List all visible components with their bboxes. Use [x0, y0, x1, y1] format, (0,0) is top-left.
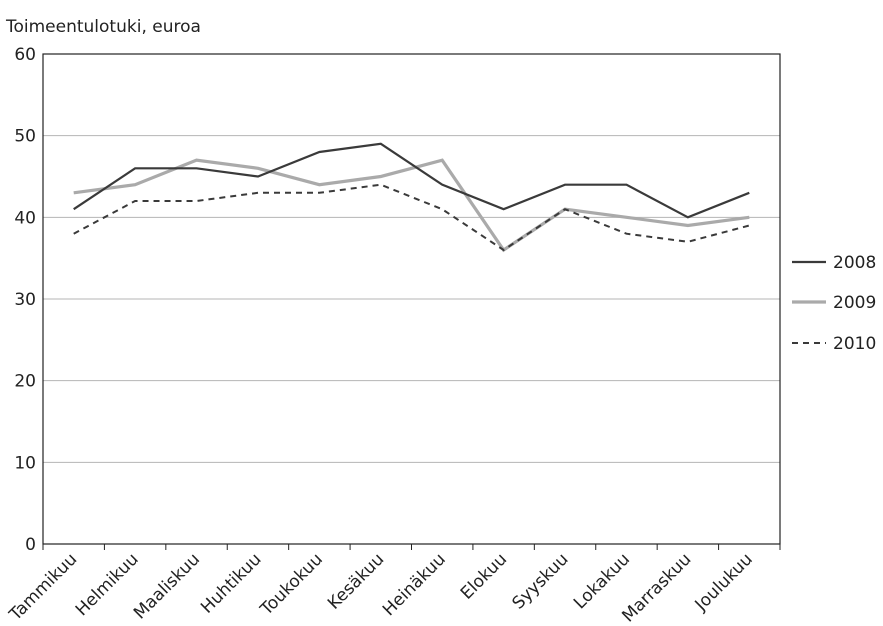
y-axis-title: Toimeentulotuki, euroa: [5, 17, 201, 37]
legend-label-2008: 2008: [833, 253, 876, 273]
legend-label-2009: 2009: [833, 293, 876, 313]
y-tick-label: 40: [14, 208, 36, 228]
x-axis: TammikuuHelmikuuMaaliskuuHuhtikuuToukoku…: [5, 544, 781, 626]
y-tick-label: 10: [14, 453, 36, 473]
y-tick-label: 50: [14, 127, 36, 147]
legend-label-2010: 2010: [833, 334, 876, 354]
x-tick-label: Lokakuu: [570, 549, 634, 613]
series-line-2009: [73, 158, 750, 253]
gridlines: [43, 135, 780, 463]
y-axis: 0 10 20 30 40 50 60: [14, 45, 36, 555]
x-tick-label: Kesäkuu: [324, 549, 388, 613]
series-line-2010: [73, 183, 750, 252]
y-tick-label: 20: [14, 372, 36, 392]
y-tick-label: 60: [14, 45, 36, 65]
x-tick-label: Heinäkuu: [379, 549, 450, 620]
y-tick-label: 0: [25, 535, 36, 555]
series-layer: [73, 142, 750, 253]
x-tick-label: Maaliskuu: [130, 549, 204, 623]
x-tick-label: Elokuu: [457, 549, 511, 603]
x-tick-label: Joulukuu: [691, 549, 757, 615]
series-line-2008: [73, 142, 750, 219]
x-tick-label: Toukokuu: [256, 549, 327, 620]
legend: 2008 2009 2010: [792, 253, 876, 354]
x-tick-label: Syyskuu: [508, 549, 572, 613]
y-tick-label: 30: [14, 290, 36, 310]
x-tick-label: Huhtikuu: [197, 549, 265, 617]
x-tick-label: Tammikuu: [5, 549, 81, 625]
